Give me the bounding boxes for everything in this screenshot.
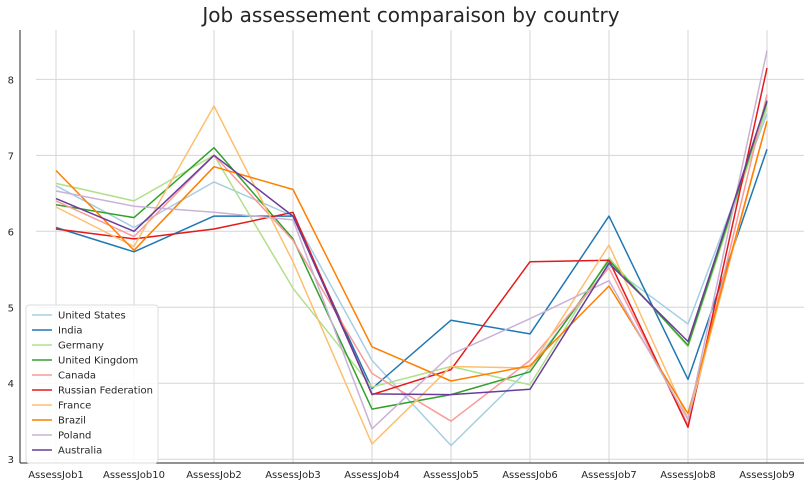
series-line-united-kingdom [55, 101, 768, 410]
legend-label: India [58, 326, 83, 337]
x-tick-label: AssessJob7 [581, 470, 637, 481]
legend-label: France [58, 401, 91, 412]
legend-label: Brazil [58, 416, 86, 427]
chart-title: Job assessement comparaison by country [200, 3, 619, 27]
x-tick-label: AssessJob4 [344, 470, 400, 481]
legend: United States India Germany United Kingdom C… [25, 304, 159, 464]
y-tick-label: 5 [8, 303, 14, 314]
legend-label: Poland [58, 431, 91, 442]
legend-label: Canada [58, 371, 96, 382]
series-line-australia [55, 100, 768, 396]
series-line-united-states [55, 113, 768, 447]
y-tick-label: 7 [8, 151, 14, 162]
legend-label: United Kingdom [58, 356, 138, 367]
legend-box [25, 304, 159, 464]
x-tick-label: AssessJob9 [739, 470, 795, 481]
x-tick-label: AssessJob6 [502, 470, 558, 481]
series-line-germany [55, 107, 768, 388]
x-tick-label: AssessJob10 [103, 470, 165, 481]
y-tick-label: 4 [8, 379, 14, 390]
x-tick-label: AssessJob8 [660, 470, 716, 481]
series-line-france [55, 105, 768, 445]
legend-label: United States [58, 311, 126, 322]
legend-label: Germany [58, 341, 104, 352]
series-line-poland [55, 50, 768, 430]
y-tick-label: 6 [8, 227, 14, 238]
series-line-canada [55, 94, 768, 426]
y-tick-label: 3 [8, 455, 14, 466]
x-tick-label: AssessJob3 [265, 470, 321, 481]
axes: 3 4 5 6 7 8 AssessJob1 AssessJob10 AssessJob2 Ass… [8, 30, 804, 481]
y-tick-label: 8 [8, 75, 14, 86]
legend-label: Australia [58, 446, 102, 457]
x-tick-label: AssessJob2 [186, 470, 242, 481]
legend-label: Russian Federation [58, 386, 153, 397]
series-lines [55, 50, 768, 447]
series-line-russian-federation [55, 67, 768, 429]
x-tick-label: AssessJob1 [28, 470, 84, 481]
x-tick-label: AssessJob5 [423, 470, 479, 481]
